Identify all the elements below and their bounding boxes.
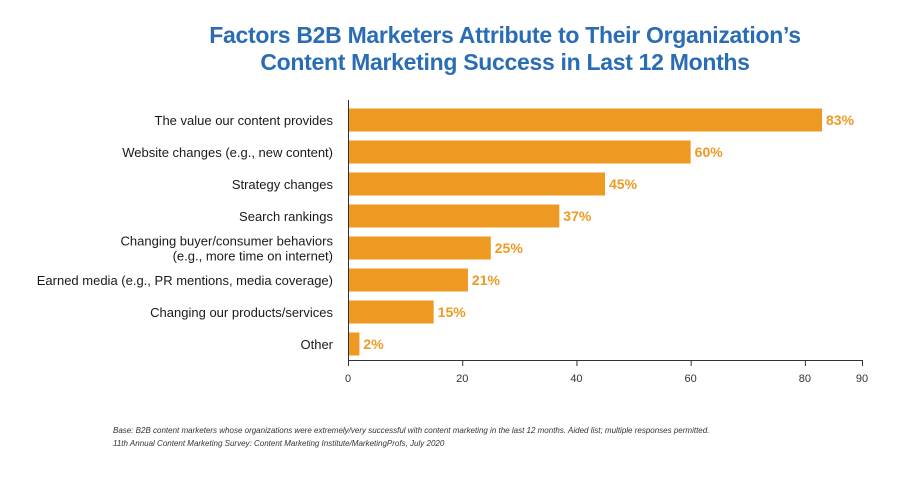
x-tick-label: 60 — [685, 373, 697, 385]
bar — [349, 172, 605, 196]
x-tick-label: 20 — [456, 373, 468, 385]
data-label: 2% — [363, 336, 384, 352]
category-label: Earned media (e.g., PR mentions, media c… — [37, 273, 333, 288]
category-label: (e.g., more time on internet) — [173, 249, 333, 264]
data-label: 45% — [609, 176, 638, 192]
x-tick-label: 40 — [570, 373, 582, 385]
chart-title: Factors B2B Marketers Attribute to Their… — [0, 22, 897, 76]
bar — [349, 236, 491, 260]
bar — [349, 204, 560, 228]
category-label: Changing buyer/consumer behaviors — [121, 234, 334, 249]
category-label: Other — [300, 337, 333, 352]
category-label: Website changes (e.g., new content) — [122, 145, 333, 160]
category-label: Strategy changes — [232, 177, 334, 192]
bar — [349, 332, 360, 356]
category-label: Search rankings — [239, 209, 333, 224]
bar — [349, 108, 823, 132]
data-label: 83% — [826, 112, 855, 128]
data-label: 37% — [563, 208, 592, 224]
chart-title-line-1: Factors B2B Marketers Attribute to Their… — [209, 22, 801, 48]
footnote-base: Base: B2B content marketers whose organi… — [113, 426, 710, 435]
data-label: 60% — [695, 144, 724, 160]
footnote-source: 11th Annual Content Marketing Survey: Co… — [113, 439, 445, 448]
category-label: The value our content provides — [155, 113, 334, 128]
x-tick-label: 80 — [799, 373, 811, 385]
bar — [349, 268, 468, 292]
bar — [349, 300, 434, 324]
category-label: Changing our products/services — [150, 305, 333, 320]
chart-footnote: Base: B2B content marketers whose organi… — [113, 424, 709, 450]
x-tick-label: 90 — [856, 373, 868, 385]
bar — [349, 140, 691, 164]
data-label: 25% — [495, 240, 524, 256]
data-label: 21% — [472, 272, 501, 288]
chart-title-line-2: Content Marketing Success in Last 12 Mon… — [260, 49, 750, 75]
data-label: 15% — [438, 304, 467, 320]
x-tick-label: 0 — [345, 373, 351, 385]
